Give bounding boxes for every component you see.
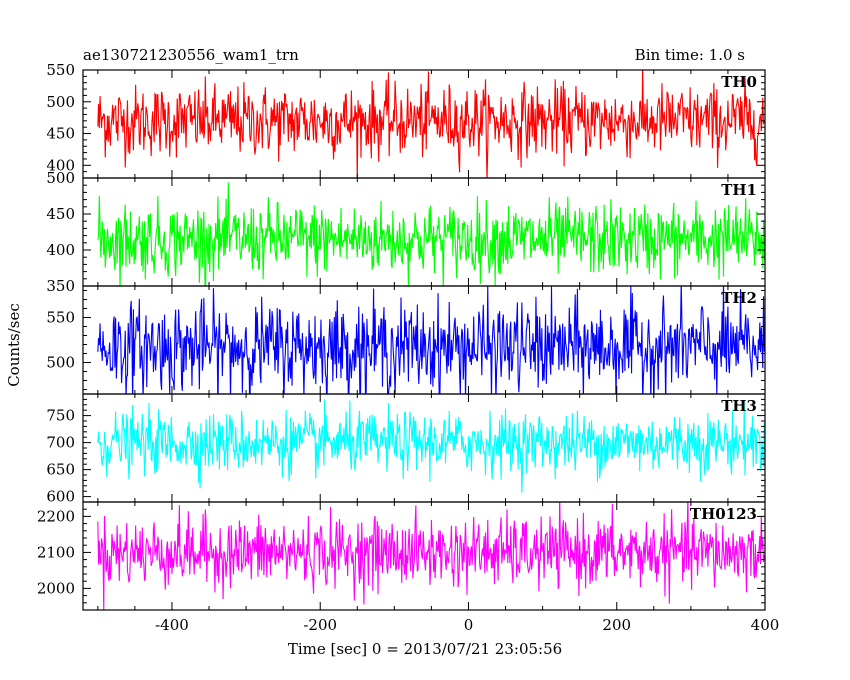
series-line-th1 bbox=[97, 182, 765, 286]
series-line-th0123 bbox=[97, 502, 765, 610]
panel-name-label: TH2 bbox=[721, 289, 757, 307]
panel-name-label: TH3 bbox=[721, 397, 757, 415]
y-tick-label: 400 bbox=[46, 241, 75, 259]
panel-th0123: 2000 2100 2200 TH0123 bbox=[37, 501, 766, 611]
x-axis-label: Time [sec] 0 = 2013/07/21 23:05:56 bbox=[288, 640, 562, 658]
panel-name-label: TH1 bbox=[721, 181, 757, 199]
x-axis: -400 -200 0 200 400 bbox=[155, 616, 779, 634]
y-tick-label: 2100 bbox=[37, 543, 75, 561]
panel-th0: 400 450 500 550 TH0 bbox=[46, 61, 766, 179]
y-tick-label: 700 bbox=[46, 434, 75, 452]
y-tick-label: 2000 bbox=[37, 579, 75, 597]
y-tick-label: 450 bbox=[46, 205, 75, 223]
x-tick-label: 200 bbox=[602, 616, 631, 634]
panel-name-label: TH0 bbox=[721, 73, 757, 91]
y-tick-label: 500 bbox=[46, 169, 75, 187]
y-tick-label: 2200 bbox=[37, 507, 75, 525]
y-tick-label: 500 bbox=[46, 93, 75, 111]
y-tick-label: 550 bbox=[46, 309, 75, 327]
y-tick-label: 550 bbox=[46, 61, 75, 79]
panel-th1: 350 400 450 500 TH1 bbox=[46, 169, 766, 295]
series-line-th0 bbox=[97, 70, 765, 178]
y-tick-label: 350 bbox=[46, 277, 75, 295]
y-tick-label: 500 bbox=[46, 354, 75, 372]
series-line-th2 bbox=[97, 286, 765, 394]
panel-name-label: TH0123 bbox=[690, 505, 757, 523]
panels-group: 400 450 500 550 TH0 350 400 450 500 TH1 500 550 TH2 6… bbox=[37, 61, 766, 611]
y-tick-label: 750 bbox=[46, 407, 75, 425]
x-tick-label: -400 bbox=[155, 616, 189, 634]
y-tick-label: 650 bbox=[46, 461, 75, 479]
series-line-th3 bbox=[97, 399, 765, 493]
x-tick-label: -200 bbox=[303, 616, 337, 634]
y-axis-label: Counts/sec bbox=[5, 303, 23, 387]
y-tick-label: 450 bbox=[46, 125, 75, 143]
panel-th2: 500 550 TH2 bbox=[46, 285, 766, 395]
bin-time-label: Bin time: 1.0 s bbox=[635, 46, 745, 64]
x-tick-label: 0 bbox=[464, 616, 474, 634]
y-tick-label: 600 bbox=[46, 488, 75, 506]
panel-th3: 600 650 700 750 TH3 bbox=[46, 393, 766, 506]
chart-title: ae130721230556_wam1_trn bbox=[83, 46, 299, 64]
x-tick-label: 400 bbox=[751, 616, 780, 634]
y-tick-label: 400 bbox=[46, 156, 75, 174]
panel-frame bbox=[82, 501, 766, 611]
